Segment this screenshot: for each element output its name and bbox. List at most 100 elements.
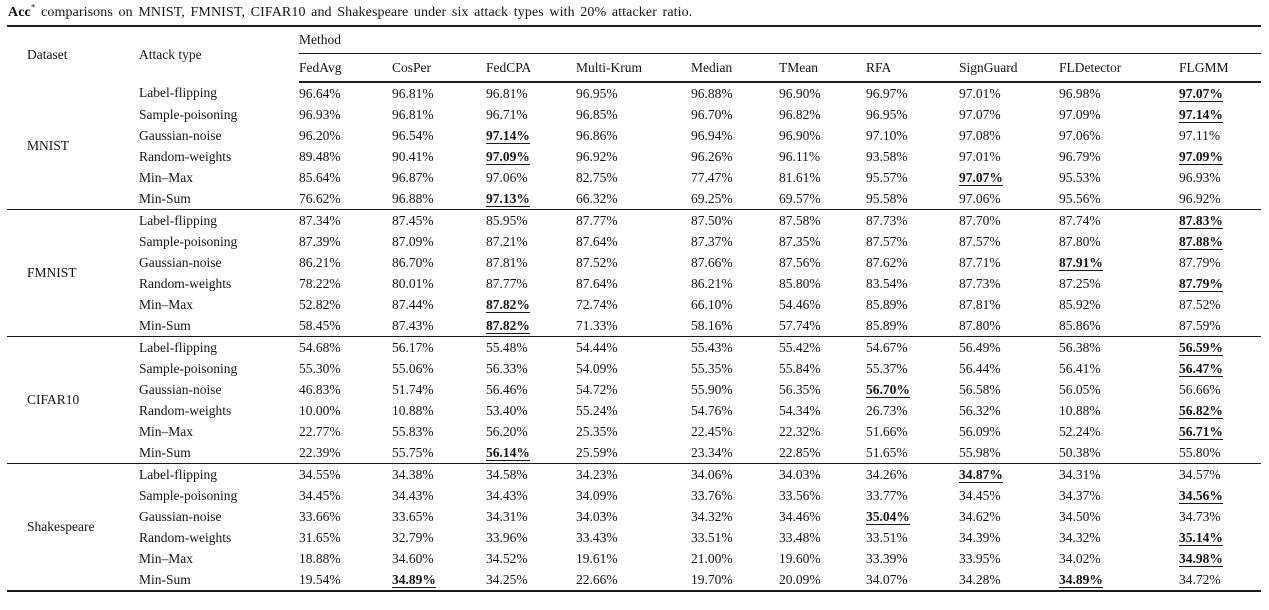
value: 34.58% <box>486 466 528 482</box>
value-cell: 55.06% <box>392 358 486 379</box>
value: 95.57% <box>866 169 908 185</box>
value-cell: 96.92% <box>1179 188 1261 210</box>
value-cell: 58.16% <box>691 315 779 337</box>
value-cell: 87.62% <box>866 252 959 273</box>
best-value: 97.07% <box>1179 85 1223 102</box>
value-cell: 86.21% <box>691 273 779 294</box>
value: 22.85% <box>779 444 821 460</box>
method-names-row: FedAvg CosPer FedCPA Multi-Krum Median TMean R… <box>7 53 1262 83</box>
value-cell: 56.71% <box>1179 421 1261 442</box>
value-cell: 97.07% <box>959 104 1059 125</box>
value: 97.06% <box>959 190 1001 206</box>
table-row: Min–Max 85.64% 96.87% 97.06% 82.75% 77.47% 81.… <box>7 167 1261 188</box>
value: 34.07% <box>866 571 908 587</box>
value: 85.86% <box>1059 317 1101 333</box>
value-cell: 87.57% <box>866 231 959 252</box>
value: 87.37% <box>691 233 733 249</box>
value: 10.88% <box>1059 402 1101 418</box>
value: 34.09% <box>576 487 618 503</box>
value-cell: 34.87% <box>959 463 1059 485</box>
value-cell: 97.09% <box>1059 104 1179 125</box>
value-cell: 80.01% <box>392 273 486 294</box>
value: 96.81% <box>486 85 528 101</box>
value-cell: 23.34% <box>691 442 779 464</box>
attack-type-label: Sample-poisoning <box>139 487 238 503</box>
value: 87.80% <box>1059 233 1101 249</box>
value-cell: 35.04% <box>866 506 959 527</box>
value-cell: 33.51% <box>866 527 959 548</box>
value: 32.79% <box>392 529 434 545</box>
value: 56.66% <box>1179 381 1221 397</box>
table-body: MNIST Label-flipping 96.64% 96.81% 96.81% 96.… <box>7 82 1262 591</box>
attack-type-label: Min-Sum <box>139 571 191 587</box>
value-cell: 96.93% <box>299 104 392 125</box>
value-cell: 85.95% <box>486 209 576 231</box>
value-cell: 85.92% <box>1059 294 1179 315</box>
value-cell: 10.00% <box>299 400 392 421</box>
value-cell: 22.77% <box>299 421 392 442</box>
value: 34.38% <box>392 466 434 482</box>
value: 87.79% <box>1179 254 1221 270</box>
value-cell: 34.39% <box>959 527 1059 548</box>
value: 96.54% <box>392 127 434 143</box>
best-value: 97.13% <box>486 190 530 207</box>
value: 85.89% <box>866 296 908 312</box>
value-cell: 96.86% <box>576 125 691 146</box>
value: 85.92% <box>1059 296 1101 312</box>
value: 86.70% <box>392 254 434 270</box>
value-cell: 97.11% <box>1179 125 1261 146</box>
value: 97.10% <box>866 127 908 143</box>
attack-type-label: Gaussian-noise <box>139 381 222 397</box>
value-cell: 34.32% <box>1059 527 1179 548</box>
value: 34.39% <box>959 529 1001 545</box>
value-cell: 87.73% <box>866 209 959 231</box>
value-cell: 51.65% <box>866 442 959 464</box>
value: 34.31% <box>1059 466 1101 482</box>
value: 97.01% <box>959 85 1001 101</box>
attack-type-label: Label-flipping <box>139 209 299 231</box>
value-cell: 33.76% <box>691 485 779 506</box>
value-cell: 95.57% <box>866 167 959 188</box>
value-cell: 56.47% <box>1179 358 1261 379</box>
value-cell: 85.86% <box>1059 315 1179 337</box>
best-value: 87.82% <box>486 296 530 313</box>
value-cell: 34.46% <box>779 506 866 527</box>
value-cell: 96.90% <box>779 82 866 104</box>
best-value: 34.89% <box>392 571 436 588</box>
value-cell: 97.07% <box>959 167 1059 188</box>
value: 87.74% <box>1059 212 1101 228</box>
value: 71.33% <box>576 317 618 333</box>
value: 97.11% <box>1179 127 1221 143</box>
value-cell: 10.88% <box>1059 400 1179 421</box>
value-cell: 87.64% <box>576 231 691 252</box>
value: 87.45% <box>392 212 434 228</box>
attack-type-label: Min–Max <box>139 169 193 185</box>
attack-type-label: Sample-poisoning <box>139 360 238 376</box>
value-cell: 34.56% <box>1179 485 1261 506</box>
table-row: Min-Sum 22.39% 55.75% 56.14% 25.59% 23.34% 22.… <box>7 442 1261 464</box>
table-row: Random-weights 10.00% 10.88% 53.40% 55.24% 54… <box>7 400 1261 421</box>
value-cell: 51.66% <box>866 421 959 442</box>
value: 87.64% <box>576 233 618 249</box>
value-cell: 55.48% <box>486 336 576 358</box>
value-cell: 19.70% <box>691 569 779 591</box>
value-cell: 87.83% <box>1179 209 1262 231</box>
value: 87.64% <box>576 275 618 291</box>
attack-type-label: Random-weights <box>139 275 232 291</box>
value-cell: 85.89% <box>866 315 959 337</box>
value-cell: 34.26% <box>866 463 959 485</box>
value-cell: 87.81% <box>486 252 576 273</box>
best-value: 35.04% <box>866 508 910 525</box>
value: 56.09% <box>959 423 1001 439</box>
value-cell: 34.03% <box>779 463 866 485</box>
value: 96.64% <box>299 85 341 101</box>
value-cell: 54.44% <box>576 336 691 358</box>
value: 33.43% <box>576 529 618 545</box>
value-cell: 71.33% <box>576 315 691 337</box>
value: 55.24% <box>576 402 618 418</box>
value-cell: 34.06% <box>691 463 779 485</box>
value-cell: 33.56% <box>779 485 866 506</box>
value-cell: 55.37% <box>866 358 959 379</box>
value: 55.90% <box>691 381 733 397</box>
